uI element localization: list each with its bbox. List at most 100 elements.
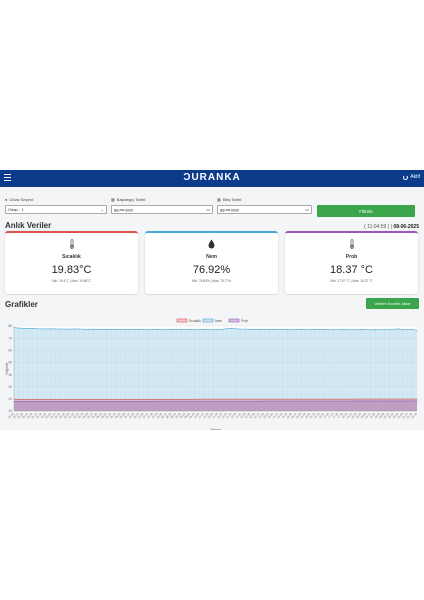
card-title: Nem	[206, 254, 217, 260]
data-point	[402, 329, 404, 330]
x-tick-label: 00:45	[21, 411, 29, 419]
data-point	[282, 400, 284, 402]
data-point	[59, 400, 61, 402]
x-tick-label: 14:45	[281, 411, 289, 419]
legend-label: Sıcaklık	[189, 319, 201, 323]
export-excel-button[interactable]: Verileri Excel'e Aktar	[366, 298, 419, 309]
data-point	[101, 398, 103, 400]
data-point	[46, 400, 47, 402]
data-point	[64, 398, 66, 400]
x-tick-label: 12:30	[239, 411, 247, 419]
dashboard: ƆURANKA Aktif ● Cihaz Seçimi: Odap - 1 ⌄ ▦…	[0, 170, 424, 430]
data-point	[166, 400, 168, 402]
thermometer-icon	[285, 239, 418, 249]
data-point	[319, 398, 321, 400]
y-tick-label: 30	[8, 385, 12, 389]
data-point	[291, 329, 293, 330]
data-point	[124, 398, 126, 400]
temperature-card: Sıcaklık 19.83°C Min: 19.4°C | Max: 19.8…	[5, 231, 138, 294]
data-point	[208, 329, 209, 330]
x-tick-label: 13:00	[248, 411, 256, 419]
data-point	[388, 398, 390, 400]
card-title: Sıcaklık	[62, 254, 81, 260]
legend-swatch	[176, 318, 188, 323]
y-tick-label: 10	[8, 409, 12, 413]
data-point	[106, 328, 107, 330]
calendar-picker-icon[interactable]: ▭	[206, 207, 210, 212]
data-point	[296, 398, 297, 400]
x-tick-label: 15:30	[294, 411, 302, 419]
data-point	[245, 328, 246, 330]
data-point	[347, 329, 348, 330]
probe-card: Prob 18.37 °C Min: 17.87 °C | Max: 18.37…	[285, 231, 418, 294]
data-point	[314, 400, 316, 402]
data-point	[55, 400, 57, 402]
x-tick-label: 03:15	[68, 411, 76, 419]
x-tick-label: 13:45	[262, 411, 270, 419]
data-point	[161, 400, 163, 402]
data-point	[115, 328, 117, 330]
data-point	[27, 398, 29, 400]
x-tick-label: 04:00	[81, 411, 89, 419]
data-point	[64, 328, 66, 330]
start-date-input[interactable]: gg.aa.yyyy ▭	[111, 205, 213, 214]
data-point	[273, 329, 274, 330]
data-point	[222, 328, 223, 330]
status-indicator[interactable]: Aktif	[403, 174, 420, 180]
data-point	[175, 329, 177, 330]
data-point	[286, 398, 288, 400]
data-point	[379, 400, 381, 402]
x-tick-label: 10:15	[197, 411, 205, 419]
data-point	[361, 329, 362, 330]
data-point	[393, 398, 395, 400]
data-point	[412, 400, 413, 402]
water-drop-icon	[145, 239, 278, 249]
live-data-title: Anlık Veriler	[5, 221, 52, 230]
data-point	[50, 398, 52, 400]
start-date-label: Başlangıç Tarihi:	[116, 196, 147, 202]
end-date-input[interactable]: gg.aa.yyyy ▭	[217, 205, 312, 214]
data-point	[198, 400, 200, 402]
data-point	[147, 398, 149, 400]
x-tick-label: 13:15	[253, 411, 261, 419]
data-point	[55, 398, 57, 400]
data-point	[175, 398, 177, 400]
data-point	[398, 400, 399, 402]
data-point	[41, 398, 43, 400]
legend-label: Nem	[215, 319, 222, 323]
humidity-card: Nem 76.92% Min: 76.83% | Max: 78.77%	[145, 231, 278, 294]
x-tick-label: 06:30	[128, 411, 136, 419]
data-point	[110, 398, 112, 400]
device-filter: ● Cihaz Seçimi: Odap - 1 ⌄	[5, 196, 107, 214]
data-point	[365, 400, 367, 402]
x-tick-label: 12:45	[244, 411, 252, 419]
data-point	[235, 400, 237, 402]
data-point	[249, 328, 251, 330]
menu-icon[interactable]	[4, 174, 11, 183]
x-tick-label: 02:30	[54, 411, 62, 419]
data-point	[147, 329, 149, 330]
data-point	[291, 400, 293, 402]
calendar-picker-icon[interactable]: ▭	[305, 207, 309, 212]
data-point	[157, 329, 158, 330]
data-point	[388, 329, 390, 331]
filter-button[interactable]: Filtrele	[317, 205, 415, 217]
data-point	[398, 328, 399, 330]
data-point	[97, 398, 98, 400]
data-point	[305, 398, 307, 400]
data-point	[83, 400, 84, 402]
data-point	[92, 400, 94, 402]
data-point	[129, 329, 131, 330]
x-tick-label: 10:00	[193, 411, 201, 419]
data-point	[393, 400, 395, 402]
x-tick-label: 15:00	[285, 411, 293, 419]
y-tick-label: 40	[8, 373, 12, 377]
data-point	[374, 400, 376, 402]
x-tick-label: 03:00	[63, 411, 71, 419]
data-point	[97, 328, 98, 330]
device-select[interactable]: Odap - 1 ⌄	[5, 205, 107, 214]
data-point	[194, 329, 196, 330]
data-point	[342, 398, 344, 400]
x-tick-label: 18:15	[345, 411, 353, 419]
data-point	[263, 329, 265, 330]
